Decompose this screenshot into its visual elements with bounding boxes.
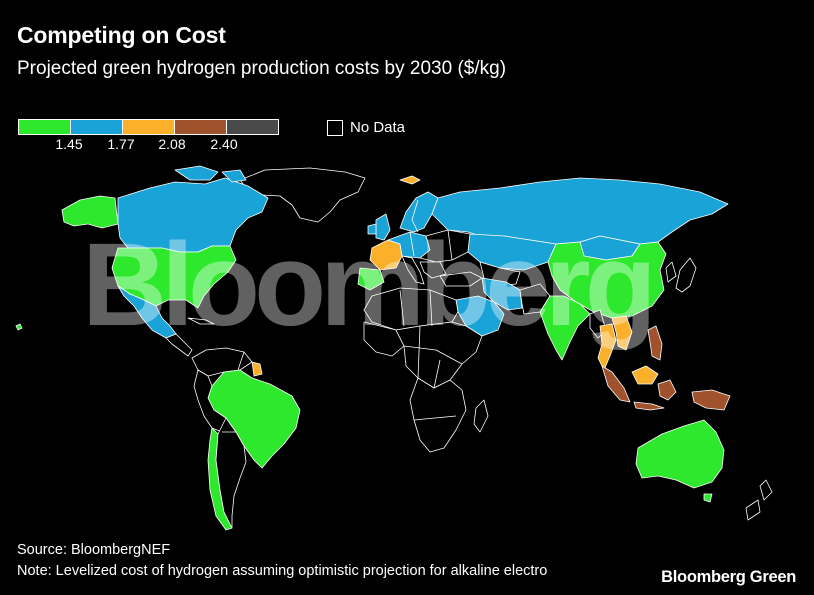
iran: [481, 277, 523, 311]
chart-title: Competing on Cost: [17, 22, 226, 48]
legend-tick: 1.45: [55, 136, 83, 152]
ireland: [367, 223, 377, 235]
footnote: Note: Levelized cost of hydrogen assumin…: [17, 563, 548, 579]
southern-africa: [409, 377, 467, 453]
no-data-swatch: [327, 119, 343, 136]
legend-swatch-gray: [226, 119, 279, 135]
legend-swatch-blue: [70, 119, 122, 135]
java: [633, 401, 665, 411]
legend-tick: 1.77: [107, 136, 135, 152]
turkey: [439, 271, 483, 287]
africa-borders: [399, 289, 463, 421]
united-kingdom: [375, 213, 391, 241]
bloomberg-green-logo: Bloomberg Green: [657, 568, 796, 587]
norway-sweden-border: [411, 199, 419, 233]
arctic-islands: [174, 165, 219, 181]
italy: [401, 255, 425, 285]
new-zealand: [759, 479, 773, 501]
alaska: [61, 195, 119, 229]
world-map: [15, 165, 773, 531]
madagascar: [473, 399, 489, 433]
iberia: [357, 267, 385, 291]
france: [369, 239, 403, 271]
europe-borders: [409, 229, 453, 261]
guyana: [251, 361, 263, 377]
canada: [117, 177, 269, 253]
philippines: [647, 325, 663, 361]
balkans: [419, 261, 447, 279]
new-zealand: [745, 499, 761, 521]
vietnam-laos: [611, 315, 633, 351]
central-africa: [395, 321, 483, 389]
arctic-islands: [221, 169, 247, 183]
australia: [635, 419, 725, 489]
legend-tick: 2.08: [158, 136, 186, 152]
tasmania: [703, 493, 713, 503]
hawaii: [15, 323, 23, 331]
no-data-label: No Data: [350, 119, 406, 136]
legend-ticks: 1.45 1.77 2.08 2.40: [0, 136, 300, 154]
sumatra: [601, 365, 631, 403]
scandinavia: [399, 191, 439, 233]
korea: [665, 261, 677, 283]
cuba: [187, 317, 215, 325]
borneo-sulawesi: [657, 379, 677, 401]
iceland: [399, 175, 421, 185]
legend-tick: 2.40: [210, 136, 238, 152]
thailand: [597, 323, 617, 371]
color-legend: [18, 119, 279, 135]
saudi-arabia: [455, 295, 505, 337]
greenland: [239, 167, 366, 223]
chart-subtitle: Projected green hydrogen production cost…: [17, 58, 507, 79]
india: [539, 295, 591, 361]
no-data-legend: No Data: [327, 119, 405, 136]
source-note: Source: BloombergNEF: [17, 542, 171, 558]
malaysia: [631, 365, 659, 385]
kazakhstan: [467, 233, 557, 271]
legend-swatch-orange: [122, 119, 174, 135]
central-america: [165, 333, 193, 357]
japan: [675, 257, 697, 293]
papua: [691, 389, 731, 411]
south-america-borders: [222, 351, 245, 433]
legend-swatch-green: [18, 119, 70, 135]
legend-swatch-brown: [174, 119, 226, 135]
